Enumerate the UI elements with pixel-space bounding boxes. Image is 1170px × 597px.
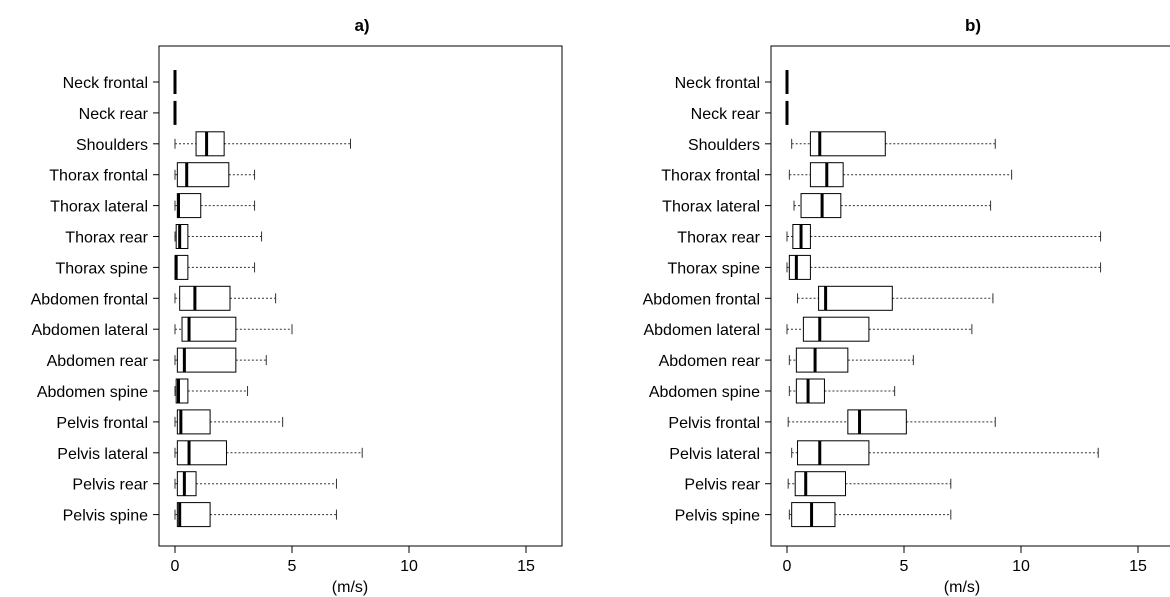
- box-shoulders: [174, 131, 351, 157]
- iqr-box: [847, 409, 907, 435]
- category-label: Thorax rear: [65, 230, 148, 247]
- category-label: Abdomen lateral: [31, 322, 148, 339]
- category-label: Thorax spine: [56, 260, 149, 277]
- category-label: Thorax lateral: [50, 199, 148, 216]
- iqr-box: [195, 131, 225, 157]
- category-label: Abdomen spine: [649, 384, 760, 401]
- category-label: Abdomen rear: [659, 353, 761, 370]
- category-label: Pelvis spine: [63, 508, 148, 525]
- category-label: Thorax spine: [668, 260, 761, 277]
- chart-title: a): [354, 16, 369, 35]
- category-label: Pelvis lateral: [57, 446, 148, 463]
- plot-frame: [770, 45, 1170, 547]
- category-label: Abdomen lateral: [643, 322, 760, 339]
- x-axis-label: (m/s): [944, 579, 980, 596]
- box-thorax-spine: [786, 254, 1102, 280]
- panel-a: a) Neck frontal Neck rear Shoulders Thorax f…: [31, 16, 563, 596]
- iqr-box: [176, 471, 197, 497]
- box-thorax-frontal: [788, 162, 1013, 188]
- category-label: Pelvis rear: [72, 477, 148, 494]
- iqr-box: [176, 162, 230, 188]
- category-label: Pelvis rear: [684, 477, 760, 494]
- x-tick-label: 10: [1012, 558, 1030, 575]
- box-thorax-frontal: [174, 162, 256, 188]
- box-pelvis-spine: [174, 502, 337, 528]
- box-abdomen-frontal: [174, 285, 277, 311]
- iqr-box: [788, 254, 811, 280]
- iqr-box: [797, 440, 870, 466]
- box-abdomen-lateral: [786, 316, 973, 342]
- box-thorax-rear: [786, 224, 1102, 249]
- panel-b: b) Neck frontal Neck rear Shoulders Thorax f…: [643, 16, 1170, 596]
- category-label: Pelvis lateral: [669, 446, 760, 463]
- category-label: Neck rear: [691, 106, 761, 123]
- iqr-box: [176, 347, 237, 373]
- box-abdomen-rear: [788, 347, 914, 373]
- iqr-box: [809, 131, 886, 157]
- category-label: Abdomen rear: [47, 353, 149, 370]
- x-tick-label: 5: [900, 558, 909, 575]
- iqr-box: [175, 378, 189, 404]
- category-label: Thorax frontal: [661, 168, 760, 185]
- category-label: Pelvis frontal: [56, 415, 148, 432]
- box-pelvis-spine: [788, 502, 952, 528]
- iqr-box: [795, 378, 825, 404]
- box-pelvis-lateral: [791, 440, 1099, 466]
- box-abdomen-rear: [174, 347, 267, 373]
- box-thorax-rear: [174, 224, 263, 249]
- iqr-box: [802, 316, 870, 342]
- x-tick-label: 10: [400, 558, 418, 575]
- box-abdomen-spine: [788, 378, 896, 404]
- category-label: Neck rear: [79, 106, 149, 123]
- iqr-box: [181, 316, 237, 342]
- box-pelvis-lateral: [174, 440, 363, 466]
- iqr-box: [176, 502, 211, 528]
- category-label: Abdomen frontal: [643, 291, 760, 308]
- category-label: Thorax lateral: [662, 199, 760, 216]
- x-tick-label: 5: [288, 558, 297, 575]
- chart-title: b): [965, 16, 981, 35]
- x-tick-label: 15: [1129, 558, 1147, 575]
- iqr-box: [175, 224, 189, 249]
- iqr-box: [795, 347, 849, 373]
- iqr-box: [176, 440, 227, 466]
- plot-frame: [158, 45, 563, 547]
- box-thorax-lateral: [793, 193, 992, 219]
- box-pelvis-rear: [174, 471, 337, 497]
- box-shoulders: [791, 131, 996, 157]
- box-abdomen-frontal: [797, 285, 994, 311]
- iqr-box: [794, 471, 847, 497]
- category-label: Pelvis frontal: [668, 415, 760, 432]
- category-label: Neck frontal: [675, 75, 760, 92]
- box-thorax-spine: [174, 254, 256, 280]
- iqr-box: [176, 409, 211, 435]
- category-label: Abdomen frontal: [31, 291, 148, 308]
- x-tick-label: 0: [171, 558, 180, 575]
- box-pelvis-frontal: [174, 409, 284, 435]
- iqr-box: [791, 502, 836, 528]
- iqr-box: [818, 285, 893, 311]
- category-label: Thorax frontal: [49, 168, 148, 185]
- category-label: Abdomen spine: [37, 384, 148, 401]
- iqr-box: [176, 193, 202, 219]
- box-thorax-lateral: [174, 193, 256, 219]
- category-label: Shoulders: [688, 137, 760, 154]
- category-label: Thorax rear: [677, 230, 760, 247]
- x-tick-label: 0: [783, 558, 792, 575]
- box-pelvis-rear: [787, 471, 952, 497]
- iqr-box: [179, 285, 231, 311]
- x-tick-label: 15: [517, 558, 535, 575]
- box-abdomen-lateral: [174, 316, 293, 342]
- category-label: Shoulders: [76, 137, 148, 154]
- x-axis-label: (m/s): [332, 579, 368, 596]
- box-abdomen-spine: [174, 378, 249, 404]
- category-label: Neck frontal: [63, 75, 148, 92]
- box-pelvis-frontal: [787, 409, 996, 435]
- category-label: Pelvis spine: [675, 508, 760, 525]
